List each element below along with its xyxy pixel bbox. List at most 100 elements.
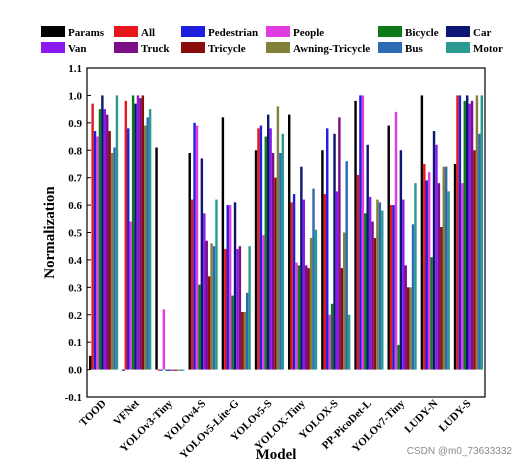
bar [190,199,194,370]
bar [312,188,315,370]
bar [366,144,369,370]
bar [404,265,407,370]
bar [295,262,298,370]
legend-swatch [114,26,138,37]
legend-label: Motor [473,43,503,55]
legend-swatch [114,42,138,53]
legend-label: Car [473,27,491,39]
y-tick-label: 0.7 [68,173,82,185]
y-tick-label: 0.6 [68,200,82,212]
legend-swatch [181,26,205,37]
bar [165,369,168,371]
bar [305,265,308,370]
legend-label: All [141,27,155,39]
bar [397,344,400,370]
bar [468,103,471,370]
x-tick-label: LUDY-N [402,398,440,436]
y-tick-label: 0.9 [68,118,82,130]
bar [389,205,393,370]
bar [420,95,424,370]
bar [200,158,204,370]
bar [330,303,334,370]
bar [106,114,109,370]
legend-label: People [293,27,324,39]
bar [435,144,438,370]
bar [148,109,152,370]
bar [257,128,260,370]
bar [210,243,213,370]
bar [347,314,351,370]
legend-swatch [41,26,65,37]
bar [274,177,277,370]
bar [430,257,433,370]
bar [122,369,125,371]
bar [463,100,466,370]
bar [236,248,239,370]
bar [110,152,114,370]
bar [292,194,296,370]
bar [371,221,374,370]
bar [402,199,405,370]
bar [394,111,398,370]
bar [243,312,246,370]
bar [238,246,242,370]
bar [248,246,251,370]
bar [115,95,119,370]
bar [378,202,382,370]
bar [259,125,263,370]
bar [409,287,412,370]
legend-swatch [446,26,470,37]
bar [103,109,107,370]
bar [207,276,211,370]
bar [478,133,481,370]
y-tick-label: 0.0 [68,365,82,377]
y-axis-title: Normalization [42,186,58,279]
bar [188,152,191,370]
y-tick-label: -0.1 [65,392,82,404]
bar [453,163,457,370]
x-axis-title: Model [256,447,297,463]
bar [139,98,142,370]
bar [127,128,130,370]
bar [215,199,218,370]
bars [89,95,483,371]
bar [160,369,163,371]
legend-swatch [266,26,290,37]
bar [359,95,362,370]
bar [182,369,185,371]
bar [480,95,483,370]
bar [411,224,415,370]
legend-label: Params [68,27,105,39]
bar [108,131,111,370]
bar [174,369,178,371]
bar [167,369,170,371]
bar [470,100,474,370]
bar [399,150,403,370]
bar [414,183,417,370]
bar [323,194,327,370]
bar [141,95,145,370]
bar [321,150,324,370]
bar [288,114,291,370]
legend: Params All Pedestrian People Bicycle Car Van Tr… [41,26,503,55]
bar [475,95,479,370]
bar [458,95,462,370]
x-tick-label: VFNet [111,397,142,428]
y-tick-label: 1.1 [68,63,82,75]
legend-swatch [378,42,402,53]
bar [91,103,94,370]
legend-swatch [41,42,65,53]
y-axis: -0.1 0.0 0.1 0.2 0.3 0.4 0.5 0.6 0.7 0.8 0.9 1.0 1.1 [65,63,91,404]
bar [254,150,258,370]
bar [345,161,348,370]
legend-label: Truck [141,43,170,55]
bar [427,172,431,370]
legend-swatch [181,42,205,53]
bar [309,237,313,370]
legend-swatch [378,26,402,37]
bar [198,284,201,370]
bar [456,95,459,370]
bar [392,205,395,370]
bar [262,235,265,370]
